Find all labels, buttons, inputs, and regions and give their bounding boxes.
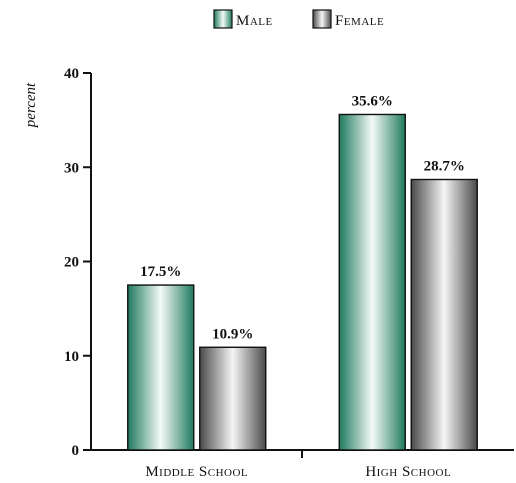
y-tick-label: 30 (64, 160, 79, 176)
y-ticks: 0 10 20 30 40 (64, 66, 91, 459)
data-label: 10.9% (212, 326, 253, 342)
bars (127, 113, 478, 451)
legend-label-female: Female (335, 13, 384, 29)
bar-female-1 (410, 178, 478, 451)
y-tick-label: 20 (64, 255, 79, 271)
data-label: 35.6% (352, 93, 393, 109)
legend: Male Female (213, 9, 384, 29)
data-label: 17.5% (140, 264, 181, 280)
y-axis-label: percent (23, 82, 39, 128)
bar-female-0 (199, 346, 267, 451)
data-label: 28.7% (424, 159, 465, 175)
category-label: High School (365, 464, 451, 480)
legend-swatch-male (213, 9, 233, 29)
y-tick-label: 0 (72, 443, 80, 459)
y-tick-label: 40 (64, 66, 79, 82)
legend-swatch-female (312, 9, 332, 29)
y-tick-label: 10 (64, 349, 79, 365)
category-labels: Middle School High School (145, 464, 451, 480)
category-label: Middle School (145, 464, 248, 480)
bar-male-0 (127, 284, 195, 451)
bar-male-1 (338, 113, 406, 451)
legend-label-male: Male (236, 13, 273, 29)
data-labels: 17.5% 10.9% 35.6% 28.7% (140, 93, 465, 342)
